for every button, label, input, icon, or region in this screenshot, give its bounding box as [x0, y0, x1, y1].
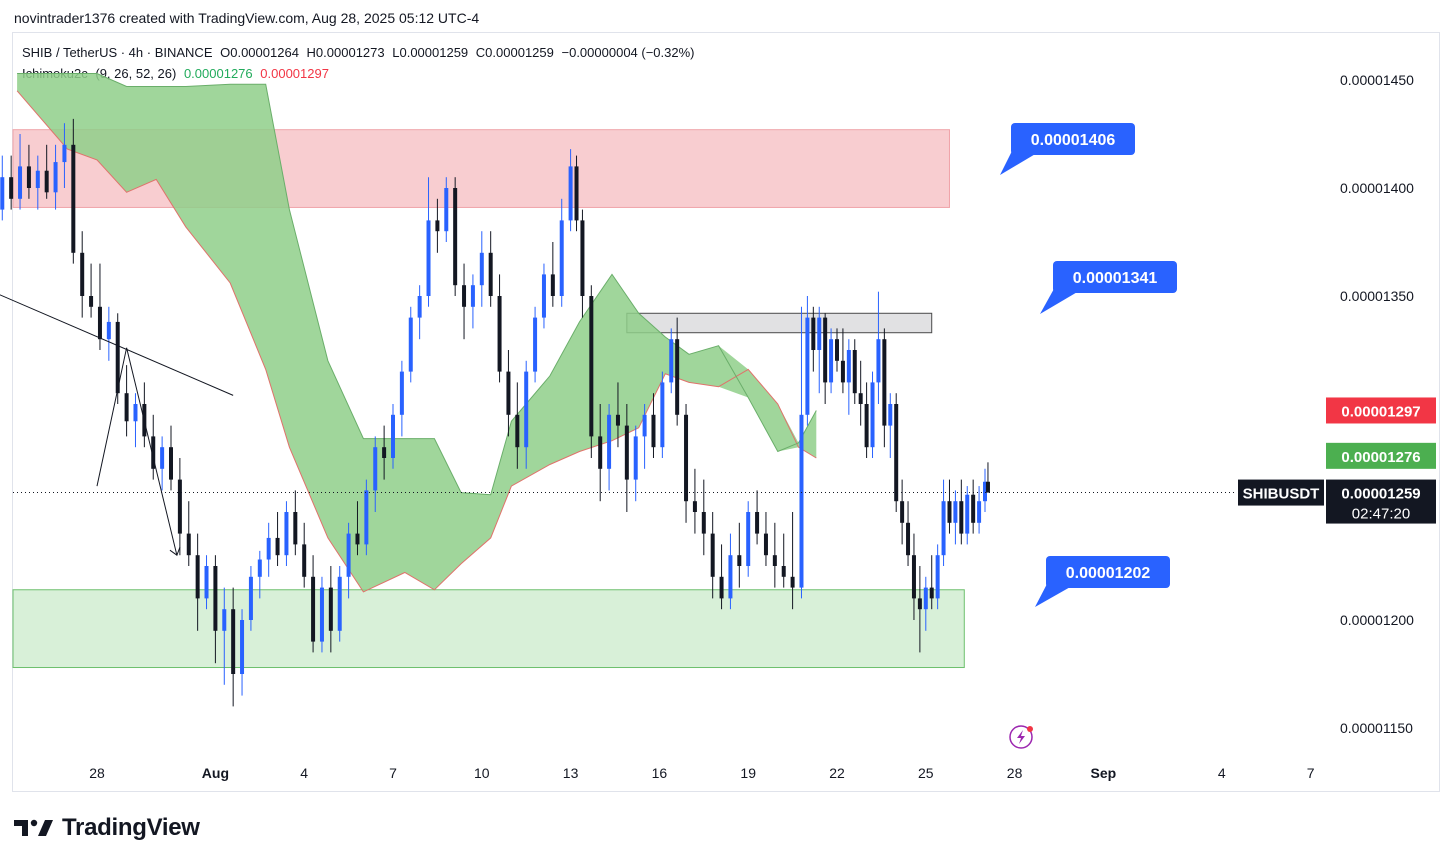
- change-value: −0.00000004 (−0.32%): [561, 45, 695, 60]
- footer-brand-text: TradingView: [62, 814, 200, 841]
- close-value: C0.00001259: [475, 45, 554, 60]
- byline: novintrader1376 created with TradingView…: [14, 10, 480, 26]
- indicator-value-green: 0.00001276: [183, 66, 253, 81]
- chart-frame[interactable]: [12, 32, 1440, 792]
- symbol-info[interactable]: SHIB / TetherUS · 4h · BINANCE: [22, 45, 213, 60]
- candle: [0, 155, 5, 221]
- indicator-params: (9, 26, 52, 26): [95, 66, 177, 81]
- open-value: O0.00001264: [220, 45, 299, 60]
- footer-brand[interactable]: TradingView: [14, 814, 200, 842]
- indicator-legend: Ichimoku2c (9, 26, 52, 26) 0.00001276 0.…: [22, 66, 333, 81]
- tradingview-logo-icon: [14, 819, 53, 836]
- candle-body: [0, 177, 5, 210]
- low-value: L0.00001259: [392, 45, 469, 60]
- indicator-name[interactable]: Ichimoku2c: [22, 66, 88, 81]
- indicator-value-red: 0.00001297: [260, 66, 329, 81]
- symbol-legend: SHIB / TetherUS · 4h · BINANCE O0.000012…: [22, 45, 699, 60]
- high-value: H0.00001273: [306, 45, 385, 60]
